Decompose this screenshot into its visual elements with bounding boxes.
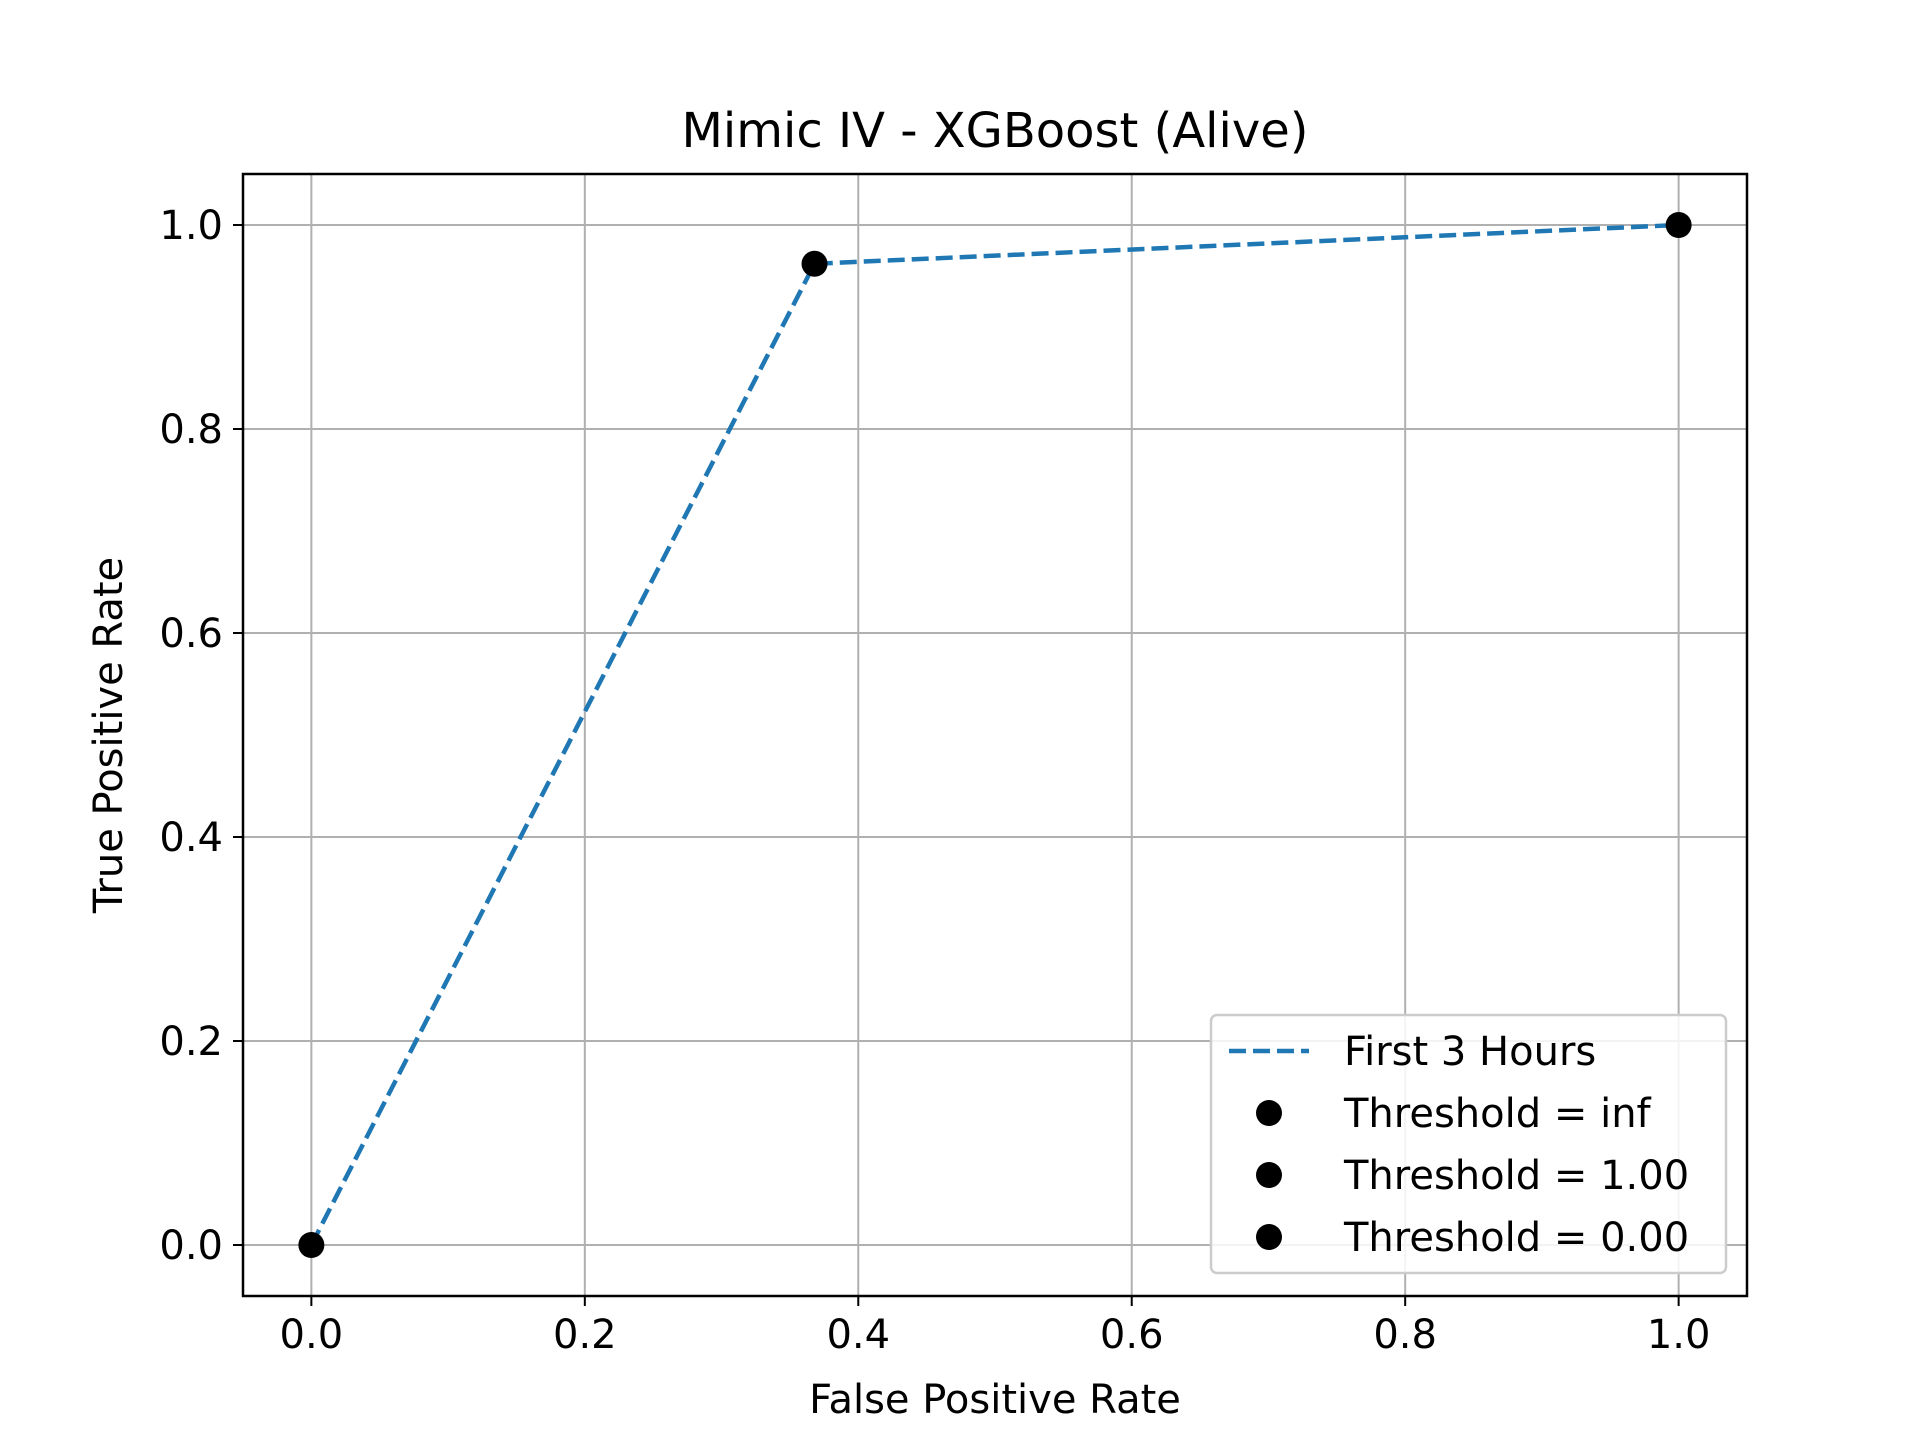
- y-tick-label: 0.6: [159, 611, 223, 657]
- legend-label: First 3 Hours: [1344, 1029, 1596, 1075]
- legend-label: Threshold = 1.00: [1343, 1153, 1689, 1199]
- y-tick-label: 0.8: [159, 407, 223, 453]
- legend-marker-handle: [1256, 1162, 1282, 1188]
- y-tick-label: 0.4: [159, 815, 223, 861]
- y-tick-label: 1.0: [159, 203, 223, 249]
- y-tick-label: 0.0: [159, 1223, 223, 1269]
- threshold-point: [1665, 212, 1692, 238]
- chart-title: Mimic IV - XGBoost (Alive): [681, 103, 1308, 159]
- x-tick-label: 0.6: [1100, 1312, 1164, 1358]
- series-layer: [309, 222, 1679, 1247]
- ticks: 0.0 0.2 0.4 0.6 0.8 1.0 0.0 0.2 0.4 0.6 0.8 1.0: [159, 203, 1710, 1358]
- x-tick-label: 0.2: [553, 1312, 617, 1358]
- x-tick-label: 0.4: [826, 1312, 890, 1358]
- threshold-point: [801, 250, 828, 277]
- x-tick-label: 0.0: [280, 1312, 344, 1358]
- legend: First 3 Hours Threshold = inf Threshold = …: [1209, 1013, 1728, 1275]
- y-axis-label: True Positive Rate: [86, 557, 132, 914]
- plot-frame: [241, 172, 1749, 1298]
- threshold-point: [298, 1232, 325, 1258]
- legend-marker-handle: [1256, 1224, 1282, 1250]
- points-layer: [298, 212, 1692, 1258]
- legend-label: Threshold = inf: [1343, 1091, 1652, 1137]
- grid: [243, 174, 1747, 1296]
- x-axis-label: False Positive Rate: [809, 1377, 1181, 1423]
- x-tick-label: 0.8: [1373, 1312, 1437, 1358]
- legend-label: Threshold = 0.00: [1343, 1215, 1689, 1261]
- series-line-first-3-hours: [309, 222, 1679, 1247]
- legend-marker-handle: [1256, 1100, 1282, 1126]
- legend-frame: [1209, 1013, 1728, 1275]
- x-tick-label: 1.0: [1647, 1312, 1711, 1358]
- y-tick-label: 0.2: [159, 1019, 223, 1065]
